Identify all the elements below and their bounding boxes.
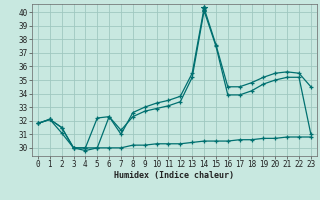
X-axis label: Humidex (Indice chaleur): Humidex (Indice chaleur) <box>115 171 234 180</box>
